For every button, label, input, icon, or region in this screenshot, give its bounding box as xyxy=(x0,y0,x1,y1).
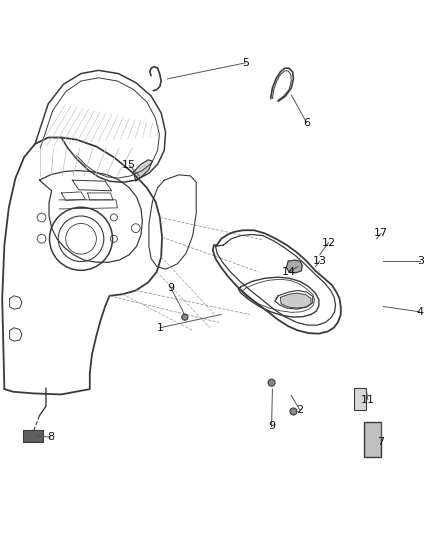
Text: 9: 9 xyxy=(167,283,174,293)
Circle shape xyxy=(182,314,188,320)
Text: 11: 11 xyxy=(361,395,375,405)
Text: 9: 9 xyxy=(268,422,275,431)
Text: 5: 5 xyxy=(242,58,249,68)
Text: 13: 13 xyxy=(313,256,327,266)
Polygon shape xyxy=(286,260,302,273)
FancyBboxPatch shape xyxy=(23,430,43,442)
Text: 14: 14 xyxy=(282,267,296,277)
Text: 4: 4 xyxy=(416,307,423,317)
Text: 1: 1 xyxy=(156,323,163,333)
Text: 6: 6 xyxy=(303,118,310,127)
Text: 15: 15 xyxy=(122,160,136,170)
Text: 8: 8 xyxy=(47,432,54,442)
FancyBboxPatch shape xyxy=(364,422,381,457)
Text: 3: 3 xyxy=(417,256,424,266)
Text: 12: 12 xyxy=(321,238,336,247)
Polygon shape xyxy=(280,293,311,308)
Circle shape xyxy=(290,408,297,415)
Circle shape xyxy=(268,379,275,386)
Polygon shape xyxy=(134,160,152,181)
FancyBboxPatch shape xyxy=(354,388,366,410)
Text: 7: 7 xyxy=(378,438,385,447)
Text: 17: 17 xyxy=(374,229,388,238)
Text: 2: 2 xyxy=(297,406,304,415)
